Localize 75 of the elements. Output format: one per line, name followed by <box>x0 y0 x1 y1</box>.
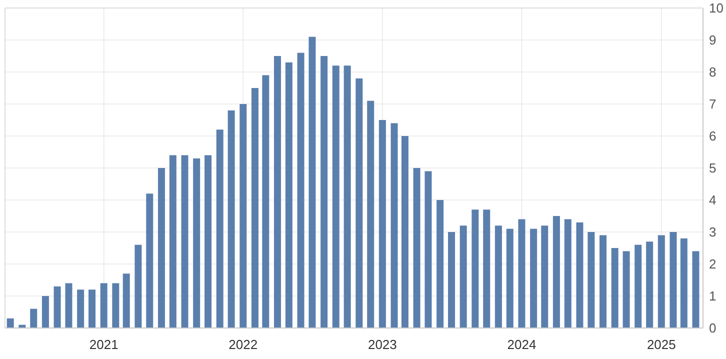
bar <box>670 232 677 328</box>
bar <box>367 100 374 328</box>
bar <box>285 62 292 328</box>
bar <box>494 226 502 328</box>
bar <box>472 210 479 328</box>
bar <box>634 244 642 328</box>
y-tick-label: 2 <box>709 256 716 272</box>
y-tick-label: 6 <box>709 128 716 144</box>
bar <box>274 56 281 328</box>
bar <box>646 242 654 328</box>
bar <box>88 290 96 328</box>
y-tick-label: 9 <box>709 32 716 48</box>
bar <box>506 228 514 328</box>
bar <box>204 155 212 328</box>
bar <box>134 244 142 328</box>
bar <box>436 200 444 328</box>
bar <box>158 168 165 328</box>
bar <box>611 248 618 328</box>
bar <box>112 283 120 328</box>
bar <box>216 130 224 328</box>
bar <box>622 251 630 328</box>
bar <box>30 308 38 328</box>
bar <box>251 88 258 328</box>
bar <box>54 286 61 328</box>
y-tick-label: 4 <box>709 192 716 208</box>
x-tick-label: 2021 <box>89 337 118 352</box>
bar <box>378 120 386 328</box>
bar <box>262 75 270 328</box>
bar <box>401 136 408 328</box>
x-tick-label: 2024 <box>507 337 536 352</box>
bar <box>308 36 316 328</box>
bar <box>413 168 420 328</box>
bar <box>297 52 304 328</box>
bar <box>228 110 235 328</box>
y-tick-label: 5 <box>709 160 716 176</box>
bar <box>6 318 14 328</box>
bar <box>658 235 665 328</box>
bar <box>65 283 72 328</box>
bar <box>344 66 351 328</box>
x-tick-label: 2023 <box>368 337 397 352</box>
bar <box>390 123 398 328</box>
x-tick-label: 2025 <box>646 337 676 352</box>
bar <box>42 296 49 328</box>
bar <box>541 226 548 328</box>
y-tick-label: 8 <box>709 64 716 80</box>
bar <box>576 222 584 328</box>
bar <box>530 228 538 328</box>
bar <box>122 274 130 328</box>
bar <box>552 216 560 328</box>
bar <box>692 251 700 328</box>
bar <box>356 78 363 328</box>
bar <box>332 66 340 328</box>
bar <box>146 194 154 328</box>
y-tick-label: 7 <box>709 96 716 112</box>
bar <box>240 104 247 328</box>
y-tick-label: 10 <box>709 0 724 16</box>
bar <box>100 283 108 328</box>
bar <box>564 219 572 328</box>
bar <box>193 158 200 328</box>
x-tick-label: 2022 <box>228 337 258 352</box>
bar <box>483 210 490 328</box>
bar <box>448 232 456 328</box>
bar <box>424 171 432 328</box>
y-tick-label: 0 <box>709 320 716 336</box>
y-tick-label: 1 <box>709 288 716 304</box>
bar <box>77 290 84 328</box>
bar <box>600 235 607 328</box>
bar <box>169 155 176 328</box>
bar <box>680 238 688 328</box>
bar <box>518 219 526 328</box>
bar <box>460 226 467 328</box>
bar <box>320 56 328 328</box>
bar <box>181 155 188 328</box>
bar <box>588 232 595 328</box>
y-tick-label: 3 <box>709 224 716 240</box>
